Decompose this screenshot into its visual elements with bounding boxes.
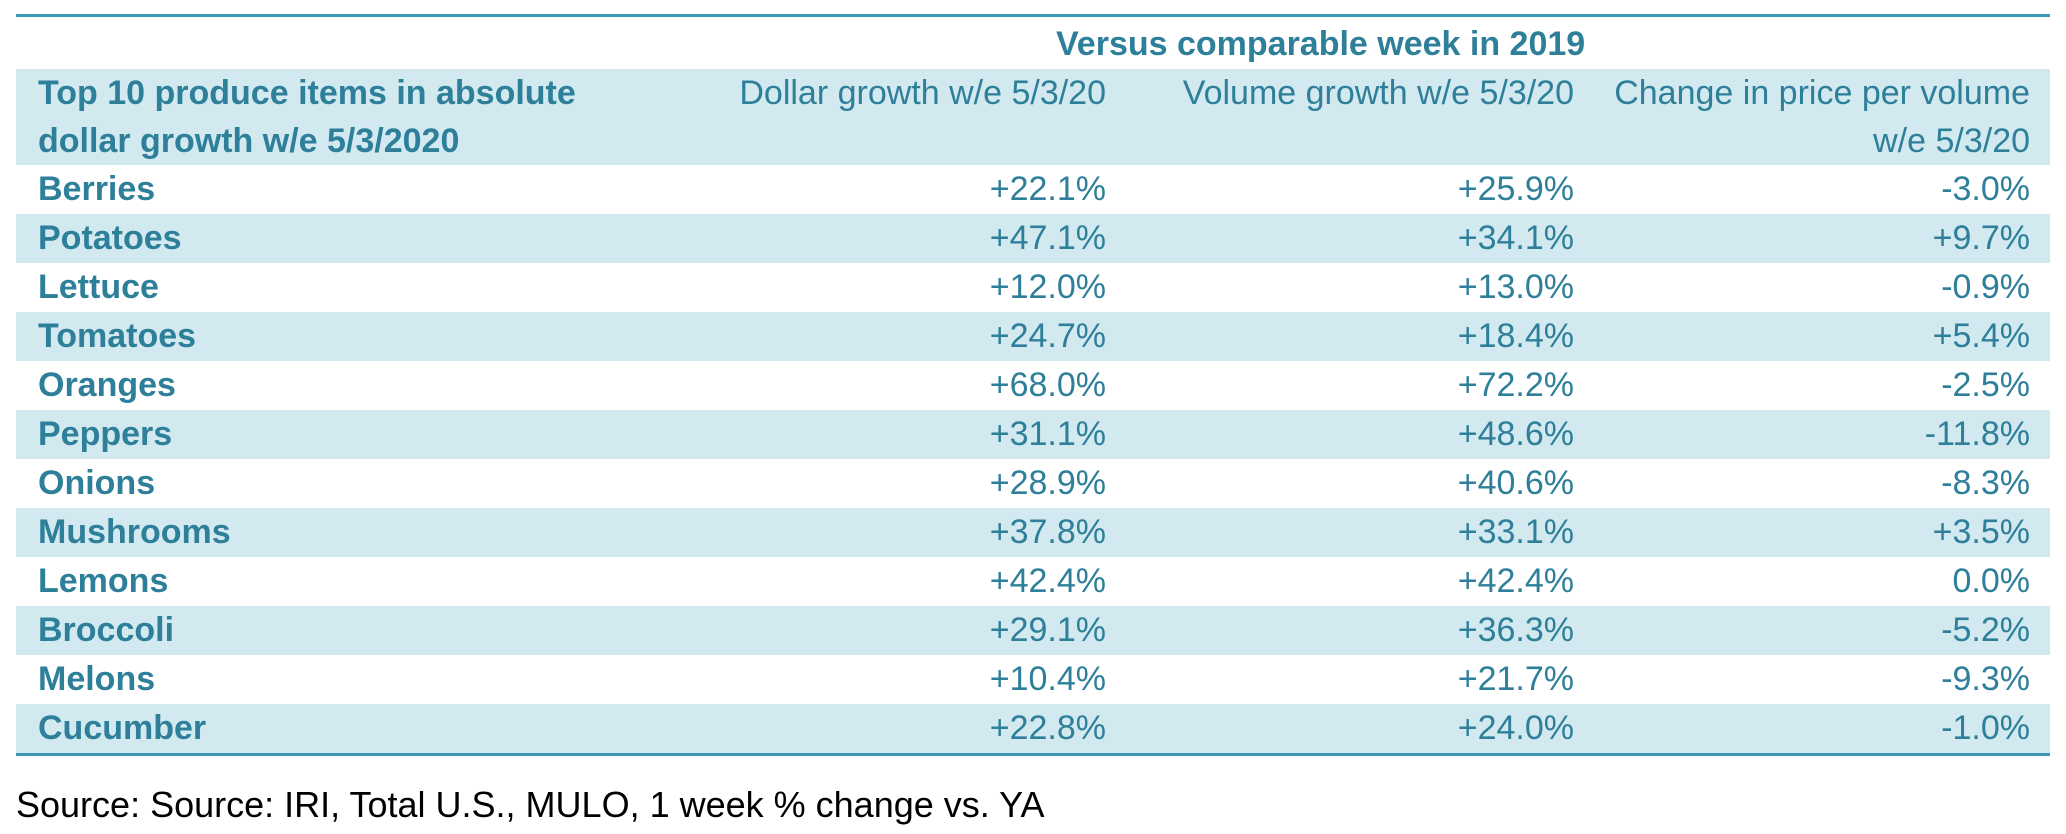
table-row: Melons +10.4% +21.7% -9.3% bbox=[16, 655, 2050, 704]
column-header-item: Top 10 produce items in absolute dollar … bbox=[16, 69, 676, 165]
column-header-volume: Volume growth w/e 5/3/20 bbox=[1126, 69, 1594, 165]
volume-growth-value: +21.7% bbox=[1457, 660, 1574, 698]
item-name: Melons bbox=[38, 660, 156, 698]
volume-growth-value: +24.0% bbox=[1126, 704, 1594, 753]
produce-table-container: Versus comparable week in 2019 Top 10 pr… bbox=[16, 14, 2051, 756]
item-name: Oranges bbox=[38, 366, 176, 404]
volume-growth-value: +13.0% bbox=[1457, 268, 1574, 306]
price-change-value: +5.4% bbox=[1594, 312, 2051, 361]
volume-growth-value: +72.2% bbox=[1457, 366, 1574, 404]
dollar-growth-value: +37.8% bbox=[676, 508, 1126, 557]
table-row: Peppers +31.1% +48.6% -11.8% bbox=[16, 410, 2051, 459]
item-name: Lemons bbox=[38, 562, 169, 600]
dollar-growth-value: +28.9% bbox=[989, 464, 1106, 502]
table-row: Broccoli +29.1% +36.3% -5.2% bbox=[16, 606, 2051, 655]
dollar-growth-value: +31.1% bbox=[676, 410, 1126, 459]
volume-growth-value: +25.9% bbox=[1457, 170, 1574, 208]
group-header: Versus comparable week in 2019 bbox=[676, 17, 2051, 69]
item-name: Mushrooms bbox=[16, 508, 676, 557]
volume-growth-value: +42.4% bbox=[1457, 562, 1574, 600]
produce-growth-table: Versus comparable week in 2019 Top 10 pr… bbox=[16, 17, 2051, 753]
top-rule bbox=[16, 14, 2050, 17]
price-change-value: -3.0% bbox=[1941, 170, 2031, 208]
table-row: Onions +28.9% +40.6% -8.3% bbox=[16, 459, 2050, 508]
column-header-price: Change in price per volume w/e 5/3/20 bbox=[1594, 69, 2051, 165]
source-note: Source: Source: IRI, Total U.S., MULO, 1… bbox=[16, 784, 1045, 825]
item-name: Berries bbox=[38, 170, 156, 208]
dollar-growth-value: +47.1% bbox=[676, 214, 1126, 263]
dollar-growth-value: +22.8% bbox=[676, 704, 1126, 753]
dollar-growth-value: +24.7% bbox=[676, 312, 1126, 361]
price-change-value: 0.0% bbox=[1952, 562, 2031, 600]
price-change-value: -0.9% bbox=[1941, 268, 2031, 306]
price-change-value: -8.3% bbox=[1941, 464, 2031, 502]
table-row: Oranges +68.0% +72.2% -2.5% bbox=[16, 361, 2050, 410]
item-name: Peppers bbox=[16, 410, 676, 459]
table-row: Mushrooms +37.8% +33.1% +3.5% bbox=[16, 508, 2051, 557]
volume-growth-value: +36.3% bbox=[1126, 606, 1594, 655]
price-change-value: -9.3% bbox=[1941, 660, 2031, 698]
item-name: Cucumber bbox=[16, 704, 676, 753]
column-header-dollar: Dollar growth w/e 5/3/20 bbox=[676, 69, 1126, 165]
bottom-rule bbox=[16, 753, 2050, 756]
item-name: Potatoes bbox=[16, 214, 676, 263]
volume-growth-value: +48.6% bbox=[1126, 410, 1594, 459]
dollar-growth-value: +22.1% bbox=[989, 170, 1106, 208]
group-header-spacer bbox=[16, 17, 676, 69]
table-row: Potatoes +47.1% +34.1% +9.7% bbox=[16, 214, 2051, 263]
item-name: Lettuce bbox=[38, 268, 159, 306]
table-row: Cucumber +22.8% +24.0% -1.0% bbox=[16, 704, 2051, 753]
price-change-value: +3.5% bbox=[1594, 508, 2051, 557]
dollar-growth-value: +68.0% bbox=[989, 366, 1106, 404]
column-header-row: Top 10 produce items in absolute dollar … bbox=[16, 69, 2051, 165]
item-name: Onions bbox=[38, 464, 156, 502]
volume-growth-value: +34.1% bbox=[1126, 214, 1594, 263]
item-name: Broccoli bbox=[16, 606, 676, 655]
volume-growth-value: +40.6% bbox=[1457, 464, 1574, 502]
dollar-growth-value: +42.4% bbox=[989, 562, 1106, 600]
table-row: Lemons +42.4% +42.4% 0.0% bbox=[16, 557, 2050, 606]
dollar-growth-value: +12.0% bbox=[989, 268, 1106, 306]
price-change-value: -2.5% bbox=[1941, 366, 2031, 404]
price-change-value: -11.8% bbox=[1594, 410, 2051, 459]
volume-growth-value: +18.4% bbox=[1126, 312, 1594, 361]
table-row: Berries +22.1% +25.9% -3.0% bbox=[16, 165, 2050, 214]
price-change-value: -1.0% bbox=[1594, 704, 2051, 753]
dollar-growth-value: +29.1% bbox=[676, 606, 1126, 655]
price-change-value: -5.2% bbox=[1594, 606, 2051, 655]
dollar-growth-value: +10.4% bbox=[989, 660, 1106, 698]
item-name: Tomatoes bbox=[16, 312, 676, 361]
price-change-value: +9.7% bbox=[1594, 214, 2051, 263]
group-header-row: Versus comparable week in 2019 bbox=[16, 17, 2051, 69]
volume-growth-value: +33.1% bbox=[1126, 508, 1594, 557]
table-row: Lettuce +12.0% +13.0% -0.9% bbox=[16, 263, 2050, 312]
table-row: Tomatoes +24.7% +18.4% +5.4% bbox=[16, 312, 2051, 361]
